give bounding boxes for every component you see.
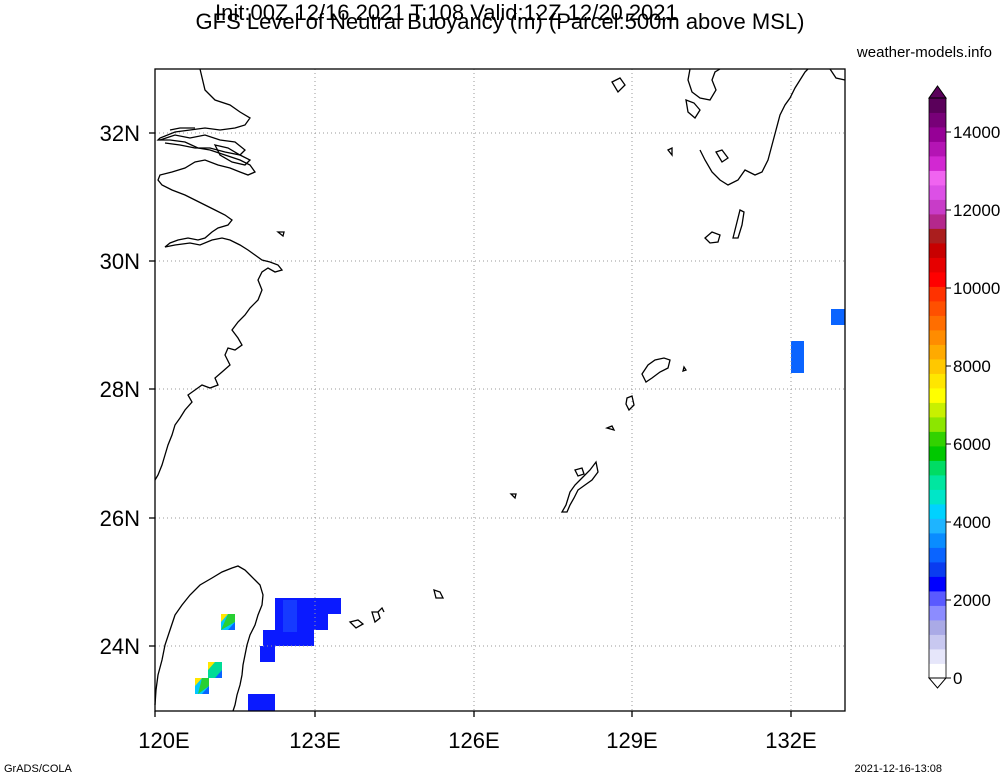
footer-timestamp: 2021-12-16-13:08 [854,763,942,775]
colorbar-segment [929,185,946,200]
lat-tick-label: 28N [100,377,140,402]
colorbar-segment [929,112,946,128]
lat-tick-label: 30N [100,249,140,274]
colorbar-segment [929,286,946,302]
buoyancy-cell-strong [221,614,235,630]
colorbar-segment [929,446,946,461]
colorbar-segment [929,533,946,548]
axis-ticks [149,132,792,717]
lon-tick-labels: 120E 123E 126E 129E 132E [138,728,816,753]
colorbar-segment [929,504,946,519]
chart-title-line1: GFS Level of Neutral Buoyancy (m) (Parce… [195,9,805,34]
buoyancy-cell [260,646,275,662]
colorbar-segment [929,127,946,142]
colorbar-segment [929,460,946,476]
colorbar-segment [929,417,946,432]
colorbar-label: 14000 [953,123,1000,142]
lon-tick-label: 132E [765,728,816,753]
colorbar-segment [929,228,946,244]
colorbar-segment [929,330,946,345]
lon-tick-label: 123E [289,728,340,753]
colorbar-label: 10000 [953,279,1000,298]
colorbar-segment [929,315,946,331]
map-plot-area [149,68,846,717]
map-frame [154,68,846,712]
colorbar-segment [929,272,946,287]
buoyancy-cell [791,341,804,373]
colorbar-segment [929,98,946,113]
buoyancy-cell [248,694,275,711]
buoyancy-shading [195,309,845,711]
buoyancy-cell [283,600,297,632]
colorbar-segment [929,199,946,215]
coastlines [154,68,846,712]
colorbar-segment [929,431,946,447]
colorbar-segment [929,344,946,360]
colorbar-segment [929,591,946,606]
colorbar-segment [929,663,946,679]
colorbar-segment [929,475,946,490]
colorbar-label: 0 [953,669,962,688]
colorbar-segment [929,388,946,403]
colorbar-segment [929,359,946,374]
colorbar-segment [929,301,946,316]
source-credit: weather-models.info [856,44,992,61]
colorbar-segment [929,257,946,273]
lat-tick-label: 24N [100,634,140,659]
colorbar-label: 12000 [953,201,1000,220]
colorbar-label: 2000 [953,591,991,610]
colorbar-max-arrow [928,85,947,99]
buoyancy-cell [275,614,328,630]
buoyancy-cell-strong [195,678,209,694]
colorbar-segment [929,562,946,577]
colorbar-segment [929,605,946,621]
colorbar-segment [929,373,946,389]
colorbar-segment [929,634,946,650]
buoyancy-cell [263,630,314,646]
lat-tick-label: 26N [100,506,140,531]
colorbar-label: 4000 [953,513,991,532]
colorbar-segment [929,170,946,186]
colorbar-labels: 0 2000 4000 6000 8000 10000 12000 14000 [953,123,1000,688]
lon-tick-label: 126E [448,728,499,753]
colorbar-label: 6000 [953,435,991,454]
colorbar-segment [929,518,946,534]
lon-tick-label: 129E [606,728,657,753]
buoyancy-cell-strong [208,662,222,678]
footer-credit: GrADS/COLA [4,763,72,775]
colorbar-segment [929,489,946,505]
colorbar-segment [929,402,946,418]
map-gridlines [155,69,845,711]
colorbar-segment [929,547,946,563]
colorbar-segment [929,243,946,258]
lat-tick-labels: 24N 26N 28N 30N 32N [100,121,140,659]
buoyancy-cell [831,309,845,325]
colorbar-segment [929,141,946,157]
colorbar-label: 8000 [953,357,991,376]
colorbar-min-arrow [927,677,948,689]
lat-tick-label: 32N [100,121,140,146]
colorbar-segment [929,156,946,171]
colorbar [927,85,951,689]
colorbar-segment [929,214,946,229]
colorbar-segment [929,620,946,635]
chart-title-line2: Init:00Z 12/16 2021 T:108 Valid:12Z 12/2… [215,0,678,25]
lon-tick-label: 120E [138,728,189,753]
colorbar-frame [928,97,947,679]
colorbar-segment [929,649,946,664]
colorbar-segment [929,576,946,592]
